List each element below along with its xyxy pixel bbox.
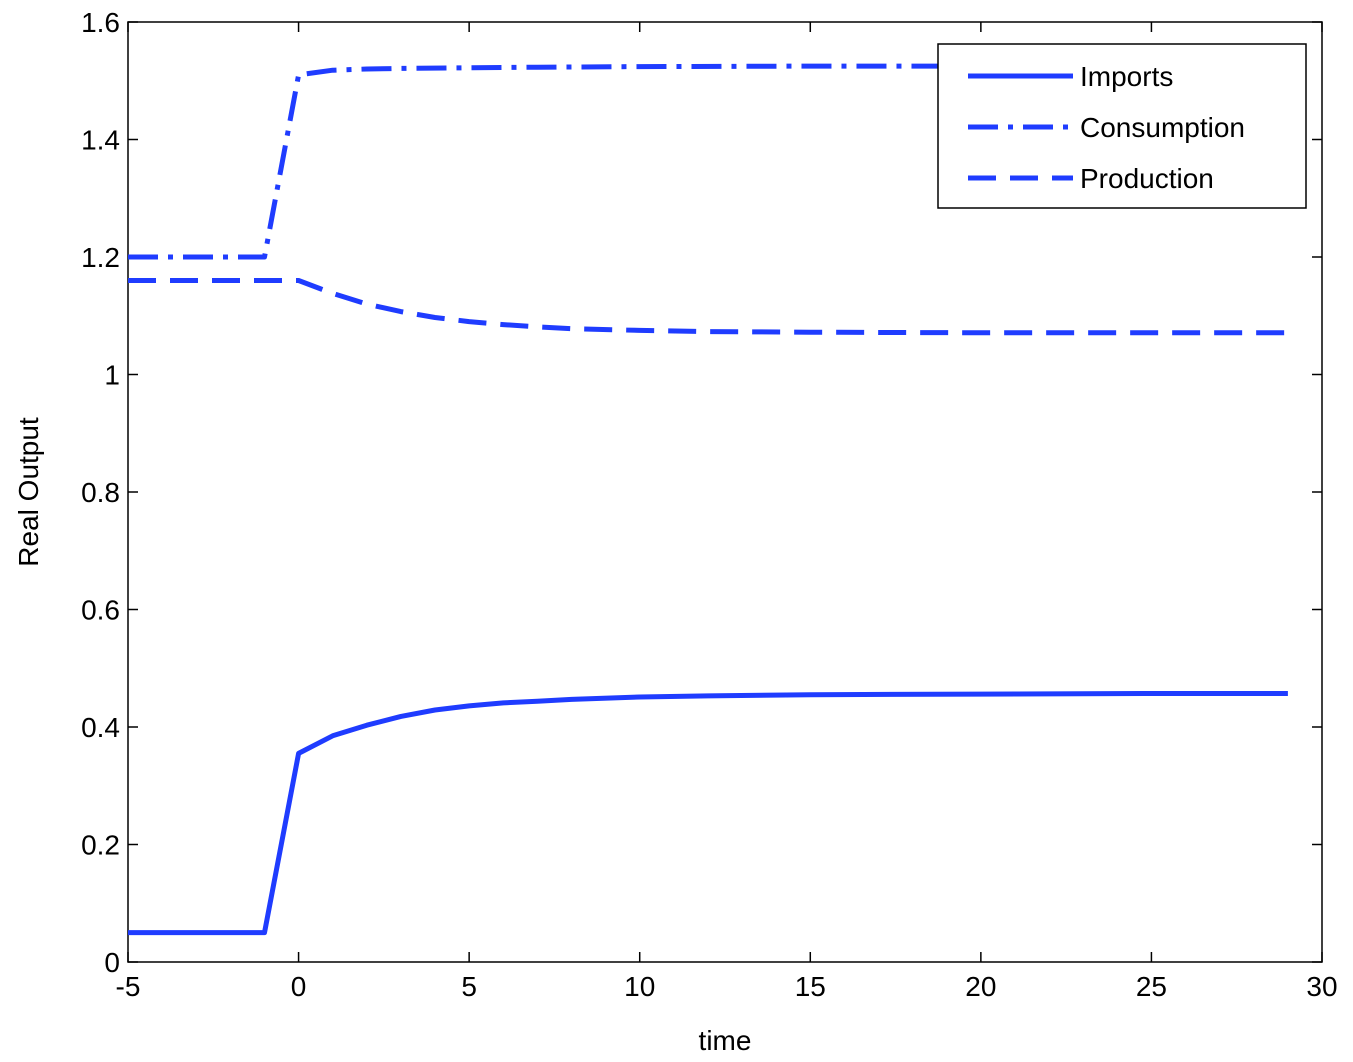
legend-label-consumption: Consumption: [1080, 112, 1245, 143]
y-tick-label: 1.2: [81, 242, 120, 273]
legend-box: [937, 43, 1307, 209]
legend-label-imports: Imports: [1080, 61, 1173, 92]
y-tick-label: 0.8: [81, 477, 120, 508]
x-tick-label: 10: [624, 971, 655, 1002]
y-axis-title: Real Output: [13, 417, 44, 567]
x-tick-label: 20: [965, 971, 996, 1002]
y-tick-label: 1.6: [81, 7, 120, 38]
y-tick-label: 1: [104, 360, 120, 391]
y-tick-label: 0.6: [81, 595, 120, 626]
x-tick-label: 25: [1136, 971, 1167, 1002]
x-tick-label: 5: [461, 971, 477, 1002]
x-tick-label: -5: [116, 971, 141, 1002]
x-axis-title: time: [699, 1025, 752, 1056]
y-tick-label: 1.4: [81, 125, 120, 156]
y-tick-label: 0.2: [81, 830, 120, 861]
legend-label-production: Production: [1080, 163, 1214, 194]
series-line-imports: [128, 691, 1288, 936]
y-tick-label: 0: [104, 947, 120, 978]
x-tick-label: 15: [795, 971, 826, 1002]
y-tick-label: 0.4: [81, 712, 120, 743]
x-tick-label: 0: [291, 971, 307, 1002]
x-tick-label: 30: [1306, 971, 1337, 1002]
series-line-production: [128, 278, 1288, 336]
